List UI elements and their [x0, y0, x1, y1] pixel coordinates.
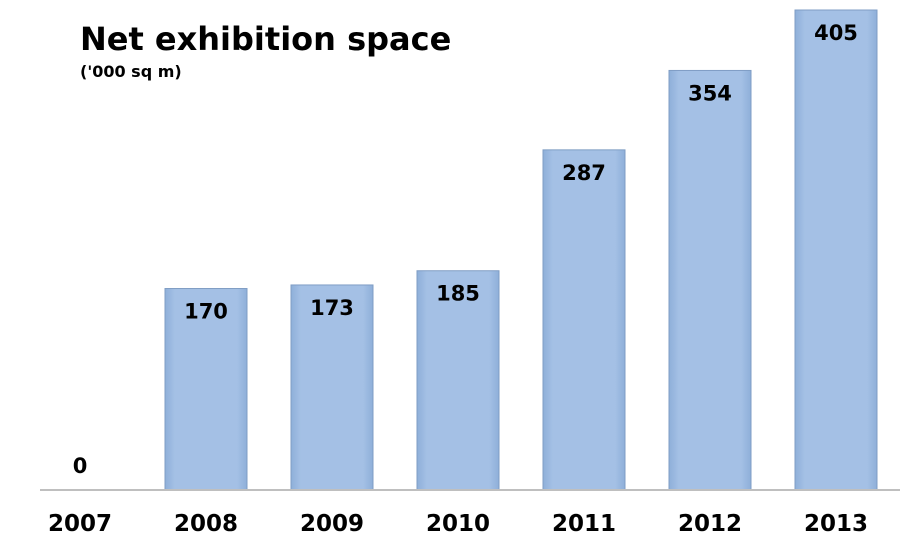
- chart-subtitle: ('000 sq m): [80, 62, 182, 81]
- x-tick-label-2007: 2007: [48, 511, 112, 537]
- x-tick-label-2013: 2013: [804, 511, 868, 537]
- bar-2012: [668, 69, 752, 491]
- bar-2013: [794, 9, 878, 491]
- data-label-2010: 185: [436, 282, 480, 306]
- x-tick-label-2012: 2012: [678, 511, 742, 537]
- bar-2009: [290, 284, 374, 491]
- bars-layer: [164, 9, 878, 491]
- bar-2008: [164, 288, 248, 491]
- bar-2011: [542, 149, 626, 491]
- data-label-2013: 405: [814, 21, 858, 45]
- data-label-2008: 170: [184, 300, 228, 324]
- x-tick-label-2009: 2009: [300, 511, 364, 537]
- x-tick-label-2011: 2011: [552, 511, 616, 537]
- data-label-2007: 0: [73, 454, 88, 478]
- data-label-2009: 173: [310, 296, 354, 320]
- labels-layer: 0 2007 170 2008 173 2009 185 2010 287 2011 354 2012…: [48, 21, 868, 537]
- x-tick-label-2010: 2010: [426, 511, 490, 537]
- data-label-2012: 354: [688, 81, 732, 105]
- data-label-2011: 287: [562, 161, 606, 185]
- x-tick-label-2008: 2008: [174, 511, 238, 537]
- chart-title: Net exhibition space: [80, 20, 452, 58]
